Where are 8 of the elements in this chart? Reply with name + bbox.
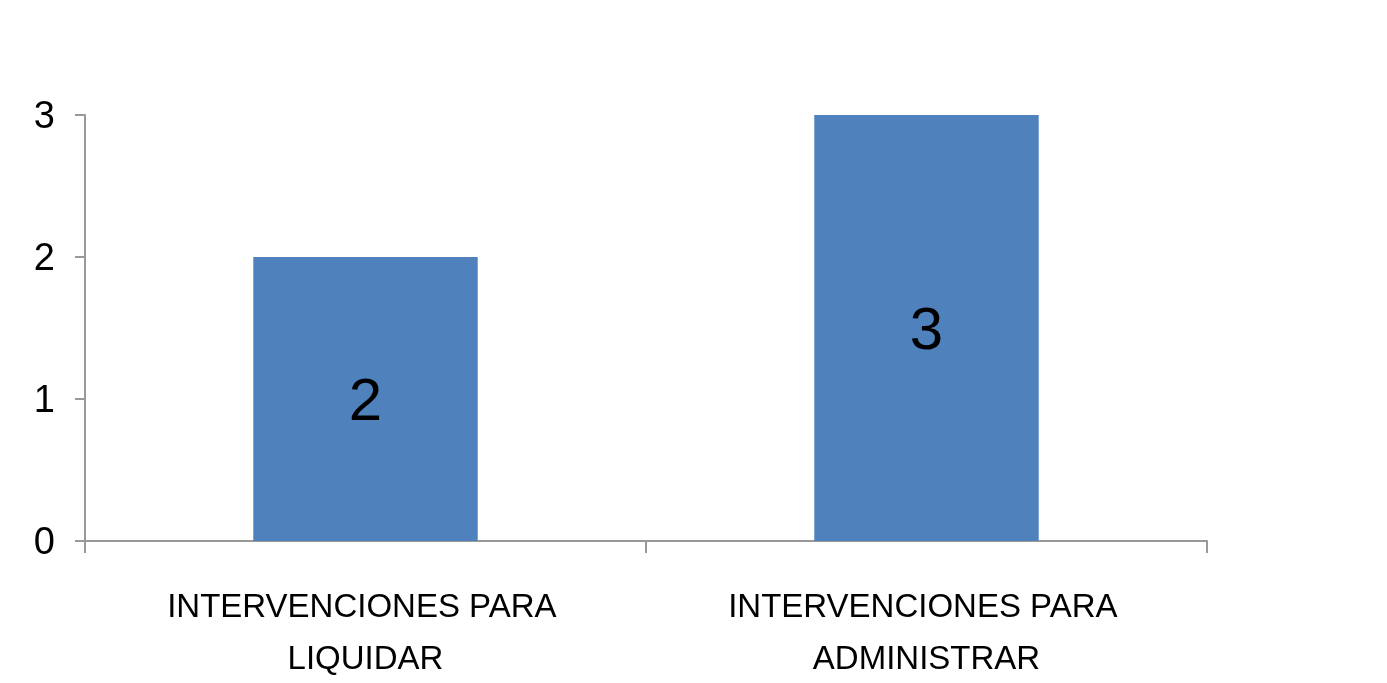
data-label: 3 [909, 294, 944, 362]
data-label: 2 [348, 365, 383, 433]
y-tick-label: 0 [33, 520, 55, 562]
x-tick-label: INTERVENCIONES PARA LIQUIDAR [167, 586, 564, 676]
y-tick-label: 1 [33, 378, 55, 420]
x-tick-label: INTERVENCIONES PARA ADMINISTRAR [728, 586, 1125, 676]
y-tick-label: 3 [33, 94, 55, 136]
y-tick-label: 2 [33, 236, 55, 278]
